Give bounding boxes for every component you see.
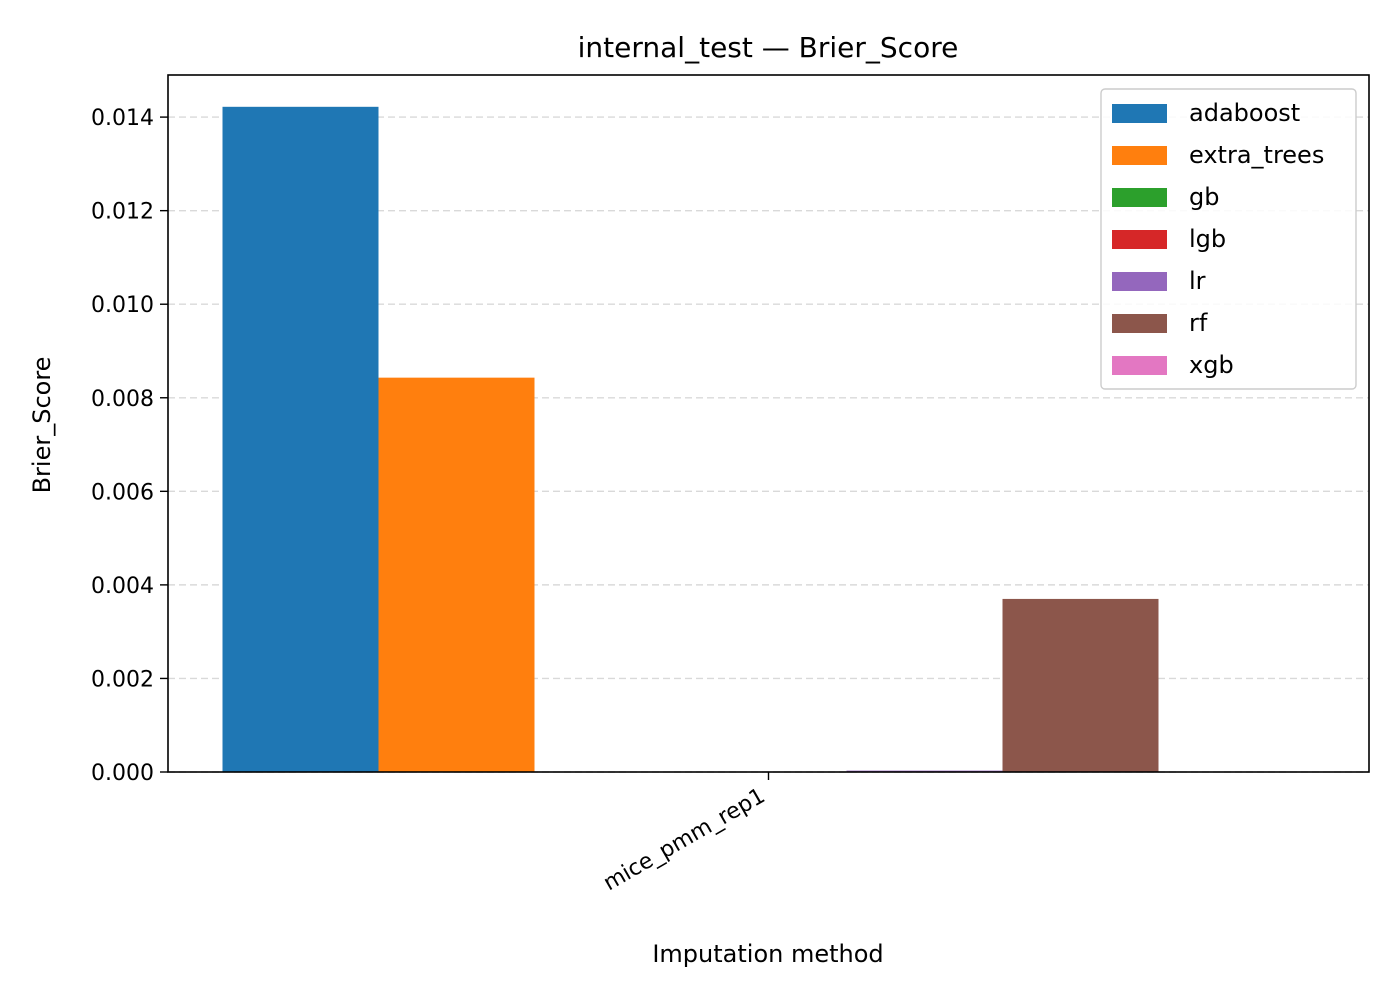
legend-label: gb [1189, 183, 1219, 211]
legend-label: extra_trees [1189, 141, 1324, 169]
chart-title: internal_test — Brier_Score [578, 31, 959, 64]
y-tick-label: 0.010 [91, 293, 154, 318]
bars [222, 106, 1159, 773]
legend-swatch-gb [1112, 188, 1167, 207]
y-axis-label: Brier_Score [28, 357, 56, 494]
y-axis-ticks: 0.000 0.002 0.004 0.006 0.008 0.010 0.012 0.014 [91, 106, 168, 786]
legend-label: rf [1189, 309, 1208, 337]
bar-rf [1002, 598, 1159, 772]
legend-label: adaboost [1189, 99, 1300, 127]
y-tick-label: 0.012 [91, 200, 154, 225]
bar-extra_trees [378, 377, 535, 772]
y-tick-label: 0.014 [91, 106, 154, 131]
legend-swatch-lr [1112, 272, 1167, 291]
y-tick-label: 0.004 [91, 574, 154, 599]
y-tick-label: 0.008 [91, 387, 154, 412]
legend-label: lgb [1189, 225, 1226, 253]
y-tick-label: 0.006 [91, 480, 154, 505]
legend-swatch-extra_trees [1112, 146, 1167, 165]
legend-label: xgb [1189, 351, 1234, 379]
bar-adaboost [222, 106, 379, 773]
legend-swatch-xgb [1112, 356, 1167, 375]
legend-swatch-rf [1112, 314, 1167, 333]
legend-swatch-adaboost [1112, 104, 1167, 123]
y-tick-label: 0.000 [91, 761, 154, 786]
legend-swatch-lgb [1112, 230, 1167, 249]
x-axis-label: Imputation method [652, 940, 883, 968]
legend-label: lr [1189, 267, 1206, 295]
y-tick-label: 0.002 [91, 667, 154, 692]
